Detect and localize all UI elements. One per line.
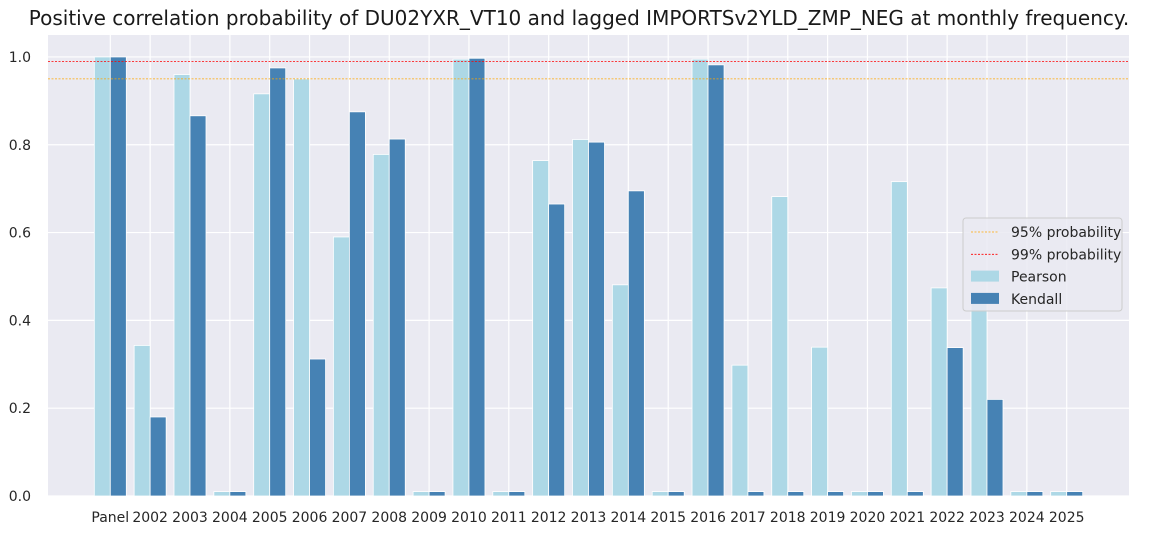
bar-kendall-2018 bbox=[787, 491, 805, 497]
legend-label: Kendall bbox=[1011, 292, 1062, 308]
bar-kendall-2011 bbox=[508, 491, 526, 497]
bar-pearson-2021 bbox=[890, 181, 908, 497]
x-tick-label: 2019 bbox=[810, 510, 846, 526]
x-tick-label: 2003 bbox=[172, 510, 208, 526]
bar-kendall-2017 bbox=[747, 491, 765, 497]
bar-pearson-2016 bbox=[691, 58, 709, 497]
x-axis-ticks: Panel 2002 2003 2004 2005 2006 2007 2008 2009 201… bbox=[91, 510, 1084, 526]
bars bbox=[93, 56, 1084, 497]
bar-pearson-2020 bbox=[851, 491, 868, 497]
x-tick-label: 2022 bbox=[929, 510, 965, 526]
bar-pearson-2018 bbox=[771, 196, 789, 497]
x-tick-label: 2011 bbox=[491, 510, 527, 526]
bar-pearson-2023 bbox=[970, 295, 988, 497]
bar-kendall-2005 bbox=[269, 67, 287, 497]
x-tick-label: 2006 bbox=[292, 510, 328, 526]
bar-pearson-2003 bbox=[173, 74, 191, 497]
bar-pearson-2002 bbox=[133, 345, 151, 497]
x-tick-label: 2010 bbox=[451, 510, 487, 526]
y-tick-label: 0.2 bbox=[9, 401, 31, 417]
x-tick-label: 2025 bbox=[1049, 510, 1085, 526]
bar-kendall-2007 bbox=[348, 111, 366, 497]
bar-pearson-2013 bbox=[572, 139, 589, 497]
y-tick-label: 0.4 bbox=[9, 313, 31, 329]
x-tick-label: 2007 bbox=[332, 510, 368, 526]
bar-pearson-2010 bbox=[452, 58, 470, 497]
legend-box bbox=[962, 217, 1123, 312]
reference-lines bbox=[48, 60, 1129, 80]
x-tick-label: 2024 bbox=[1009, 510, 1045, 526]
x-tick-label: 2012 bbox=[531, 510, 567, 526]
bar-pearson-2022 bbox=[930, 287, 948, 497]
bar-kendall-2024 bbox=[1026, 491, 1044, 497]
chart-title: Positive correlation probability of DU02… bbox=[28, 6, 1130, 30]
bar-pearson-2004 bbox=[213, 491, 231, 497]
bar-pearson-2015 bbox=[651, 491, 669, 497]
bar-kendall-2006 bbox=[309, 358, 326, 497]
bar-kendall-panel bbox=[109, 56, 127, 497]
bar-kendall-2004 bbox=[229, 491, 247, 497]
x-tick-label: 2016 bbox=[690, 510, 726, 526]
x-tick-label: 2018 bbox=[770, 510, 806, 526]
bar-kendall-2023 bbox=[986, 399, 1004, 497]
x-tick-label: 2015 bbox=[650, 510, 686, 526]
bar-kendall-2019 bbox=[827, 491, 844, 497]
bar-kendall-2002 bbox=[149, 416, 167, 497]
x-tick-label: 2005 bbox=[252, 510, 288, 526]
bar-kendall-2021 bbox=[906, 491, 924, 497]
y-axis-ticks: 0.0 0.2 0.4 0.6 0.8 1.0 bbox=[9, 50, 31, 505]
x-tick-label: 2020 bbox=[850, 510, 886, 526]
bar-kendall-2012 bbox=[548, 203, 566, 497]
bar-kendall-2003 bbox=[189, 115, 207, 497]
bar-kendall-2008 bbox=[388, 138, 406, 497]
bar-pearson-2012 bbox=[532, 160, 550, 497]
y-tick-label: 0.8 bbox=[9, 138, 31, 154]
bar-kendall-2013 bbox=[588, 141, 605, 497]
bar-pearson-2025 bbox=[1050, 491, 1068, 497]
x-tick-label: Panel bbox=[91, 510, 129, 526]
x-tick-label: 2023 bbox=[969, 510, 1005, 526]
x-tick-label: 2013 bbox=[571, 510, 607, 526]
legend-label: 95% probability bbox=[1011, 225, 1121, 241]
bar-pearson-panel bbox=[93, 56, 111, 497]
x-tick-label: 2014 bbox=[611, 510, 647, 526]
bar-pearson-2017 bbox=[731, 364, 749, 497]
x-tick-label: 2002 bbox=[132, 510, 168, 526]
bar-pearson-2019 bbox=[811, 346, 828, 497]
x-tick-label: 2017 bbox=[730, 510, 766, 526]
bar-pearson-2011 bbox=[492, 491, 510, 497]
legend-swatch-pearson bbox=[971, 270, 999, 282]
bar-pearson-2014 bbox=[611, 284, 629, 497]
bar-kendall-2009 bbox=[428, 491, 446, 497]
bar-pearson-2007 bbox=[332, 236, 350, 497]
bar-pearson-2006 bbox=[293, 78, 310, 497]
bar-pearson-2009 bbox=[412, 491, 430, 497]
bar-kendall-2010 bbox=[468, 57, 486, 497]
legend-label: 99% probability bbox=[1011, 247, 1121, 263]
legend-swatch-kendall bbox=[971, 292, 999, 304]
x-tick-label: 2009 bbox=[411, 510, 447, 526]
legend: 95% probability 99% probability Pearson Ken… bbox=[962, 217, 1123, 312]
x-tick-label: 2008 bbox=[371, 510, 407, 526]
legend-label: Pearson bbox=[1011, 270, 1067, 286]
bar-kendall-2014 bbox=[627, 190, 645, 497]
y-tick-label: 1.0 bbox=[9, 50, 31, 66]
y-tick-label: 0.0 bbox=[9, 489, 31, 505]
bar-pearson-2024 bbox=[1010, 491, 1028, 497]
bar-pearson-2008 bbox=[372, 154, 390, 497]
bar-kendall-2015 bbox=[667, 491, 685, 497]
y-tick-label: 0.6 bbox=[9, 226, 31, 242]
bar-kendall-2025 bbox=[1066, 491, 1084, 497]
bar-pearson-2005 bbox=[253, 93, 271, 497]
bar-kendall-2016 bbox=[707, 64, 725, 497]
x-tick-label: 2004 bbox=[212, 510, 248, 526]
x-tick-label: 2021 bbox=[889, 510, 925, 526]
bar-kendall-2020 bbox=[867, 491, 884, 497]
bar-kendall-2022 bbox=[946, 347, 964, 497]
